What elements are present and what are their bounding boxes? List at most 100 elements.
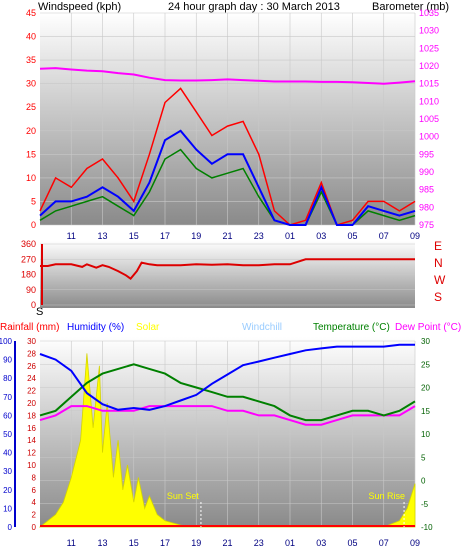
direction-ticks: 0 90 180 270 360 [21, 239, 36, 310]
humidity-tick: 60 [3, 411, 12, 420]
rainfall-tick: 26 [27, 362, 36, 371]
direction-tick: 0 [31, 300, 36, 310]
wind-time-tick: 19 [191, 231, 201, 241]
temperature-time-tick: 05 [347, 538, 357, 548]
compass-letter: W [434, 273, 446, 287]
wind-time-tick: 17 [160, 231, 170, 241]
temperature-time-tick: 13 [97, 538, 107, 548]
temperature-tick: 5 [421, 453, 426, 462]
windspeed-tick: 25 [26, 102, 36, 112]
direction-tick: 180 [21, 270, 36, 280]
wind-time-ticks: 11 13 15 17 19 21 23 01 03 05 07 09 [67, 231, 420, 241]
wind-time-tick: 21 [222, 231, 232, 241]
rainfall-tick: 0 [32, 523, 37, 532]
direction-series [40, 244, 415, 305]
temperature-time-tick: 07 [379, 538, 389, 548]
temperature-time-tick: 19 [191, 538, 201, 548]
windspeed-tick: 45 [26, 8, 36, 18]
graph-title: 24 hour graph day : 30 March 2013 [168, 1, 340, 13]
rainfall-tick: 28 [27, 349, 36, 358]
barometer-tick: 980 [419, 202, 434, 212]
sun-set-label: Sun Set [167, 491, 200, 501]
wind-time-tick: 01 [285, 231, 295, 241]
rainfall-tick: 14 [27, 436, 36, 445]
temperature-ticks: -10 -5 0 5 10 15 20 25 30 0 10 20 30 40 50 60 70 80 90 100 0… [0, 337, 433, 532]
sun-rise-label: Sun Rise [369, 491, 406, 501]
barometer-tick: 1025 [419, 43, 439, 53]
barometer-tick: 990 [419, 167, 434, 177]
barometer-tick: 1010 [419, 96, 439, 106]
windspeed-tick: 30 [26, 79, 36, 89]
direction-line [40, 258, 415, 281]
temperature-tick: 0 [421, 477, 426, 486]
humidity-tick: 0 [8, 523, 13, 532]
temperature-legend: Rainfall (mm) Humidity (%) Solar Windchill T… [0, 322, 461, 333]
temperature-tick: 20 [421, 384, 430, 393]
humidity-tick: 80 [3, 374, 12, 383]
humidity-tick: 30 [3, 467, 12, 476]
direction-tick: 90 [26, 285, 36, 295]
direction-tick: 270 [21, 254, 36, 264]
windspeed-axis-label: Windspeed (kph) [38, 1, 121, 13]
legend-entry: Windchill [242, 322, 282, 333]
temperature-time-tick: 23 [254, 538, 264, 548]
wind-series [39, 67, 416, 226]
humidity-line [39, 343, 415, 411]
gust-line [39, 87, 416, 226]
temperature-tick: 10 [421, 430, 430, 439]
rainfall-tick: 16 [27, 424, 36, 433]
temperature-panel: Rainfall (mm) Humidity (%) Solar Windchill T… [0, 322, 461, 548]
wind-grid [40, 12, 416, 226]
rainfall-tick: 18 [27, 411, 36, 420]
average-wind-line [39, 129, 416, 226]
temperature-tick: -5 [421, 500, 429, 509]
humidity-tick: 100 [0, 337, 13, 346]
barometer-tick: 985 [419, 185, 434, 195]
barometer-tick: 1020 [419, 61, 439, 71]
dew-point-line [39, 405, 416, 426]
legend-entry: Rainfall (mm) [0, 322, 59, 333]
temperature-line [39, 363, 416, 422]
temperature-time-tick: 03 [316, 538, 326, 548]
wind-time-tick: 03 [316, 231, 326, 241]
temperature-time-tick: 17 [160, 538, 170, 548]
wind-time-tick: 11 [67, 231, 76, 241]
windspeed-tick: 40 [26, 32, 36, 42]
windspeed-tick: 35 [26, 55, 36, 65]
windspeed-tick: 15 [26, 149, 36, 159]
legend-entry: Humidity (%) [67, 322, 124, 333]
temperature-time-tick: 01 [285, 538, 295, 548]
humidity-tick: 70 [3, 393, 12, 402]
rainfall-tick: 2 [32, 511, 37, 520]
temperature-tick: 15 [421, 407, 430, 416]
rainfall-tick: 22 [27, 387, 36, 396]
rainfall-tick: 20 [27, 399, 36, 408]
rainfall-tick: 8 [32, 473, 37, 482]
wind-time-tick: 23 [254, 231, 264, 241]
temperature-time-ticks: 11 13 15 17 19 21 23 01 03 05 07 09 [67, 538, 420, 548]
legend-entry: Dew Point (°C) [395, 322, 461, 333]
direction-tick: 360 [21, 239, 36, 249]
rainfall-tick: 10 [27, 461, 36, 470]
wind-time-tick: 05 [347, 231, 357, 241]
rainfall-tick: 4 [32, 498, 37, 507]
wind-time-tick: 07 [379, 231, 389, 241]
barometer-tick: 975 [419, 220, 434, 230]
direction-top-letter: S [36, 306, 43, 318]
windspeed-ticks: 0 5 10 15 20 25 30 35 40 45 [26, 8, 36, 230]
barometer-tick: 1035 [419, 8, 439, 18]
windspeed-tick: 10 [26, 173, 36, 183]
humidity-tick: 10 [3, 504, 12, 513]
compass-letter: E [434, 239, 442, 253]
barometer-tick: 1000 [419, 132, 439, 142]
rainfall-tick: 24 [27, 374, 36, 383]
barometer-tick: 1015 [419, 79, 439, 89]
humidity-tick: 90 [3, 356, 12, 365]
barometer-tick: 1030 [419, 26, 439, 36]
windspeed-tick: 0 [31, 220, 36, 230]
wind-time-tick: 13 [97, 231, 107, 241]
temperature-tick: 30 [421, 337, 430, 346]
windspeed-tick: 20 [26, 126, 36, 136]
